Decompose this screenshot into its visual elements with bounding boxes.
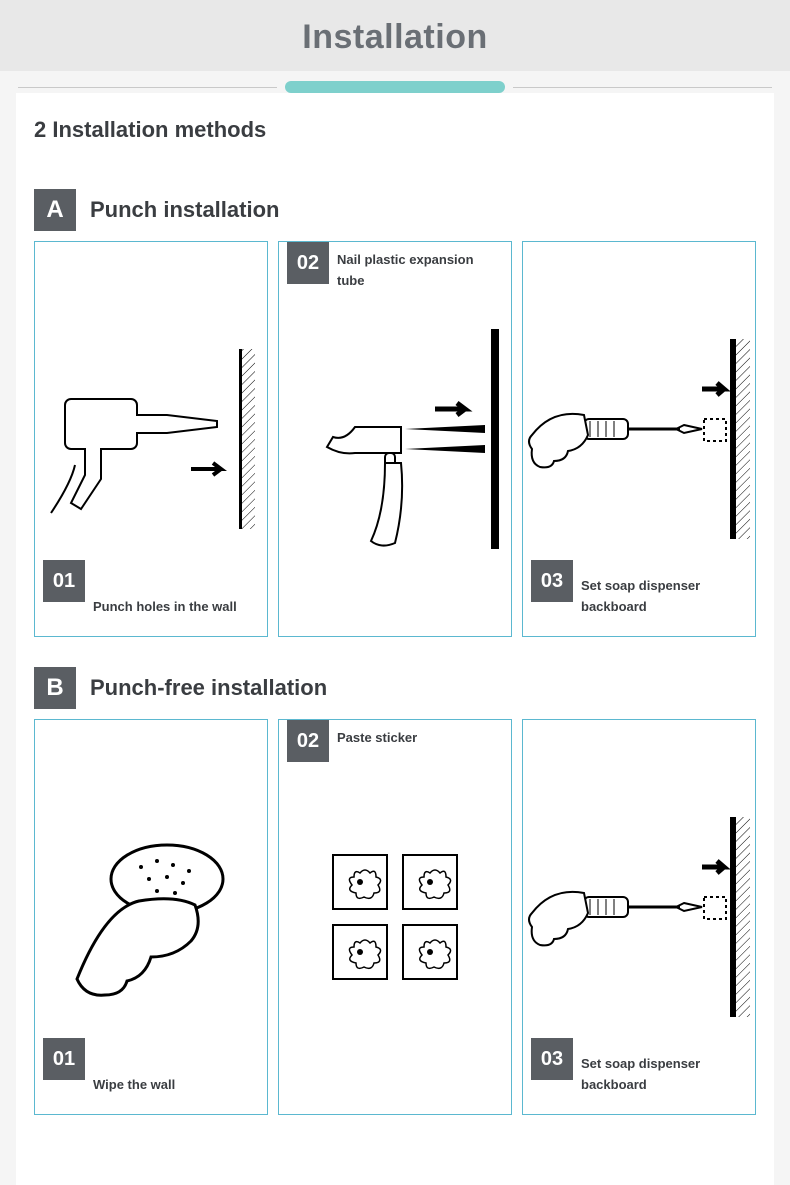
title-underline <box>0 81 790 93</box>
accent-bar <box>285 81 505 93</box>
step-text: Set soap dispenser backboard <box>581 1054 747 1096</box>
section-title: 2 Installation methods <box>34 117 756 143</box>
step-card: 01 Wipe the wall <box>34 719 268 1115</box>
step-number-badge: 01 <box>43 560 85 602</box>
step-number-badge: 03 <box>531 560 573 602</box>
step-text: Punch holes in the wall <box>93 597 259 618</box>
step-text: Wipe the wall <box>93 1075 259 1096</box>
header-band: Installation <box>0 0 790 71</box>
step-text: Set soap dispenser backboard <box>581 576 747 618</box>
method-header-b: B Punch-free installation <box>34 667 756 709</box>
step-card: 02 Nail plastic expansion tube <box>278 241 512 637</box>
method-badge: A <box>34 189 76 231</box>
step-number-badge: 03 <box>531 1038 573 1080</box>
stickers-icon <box>279 720 511 1114</box>
step-card: 01 Punch holes in the wall <box>34 241 268 637</box>
steps-row-b: 01 Wipe the wall 02 Paste sticker <box>34 719 756 1115</box>
step-card: 02 Paste sticker <box>278 719 512 1115</box>
step-text: Paste sticker <box>337 728 503 749</box>
content-area: 2 Installation methods A Punch installat… <box>16 93 774 1185</box>
divider-line <box>513 87 772 88</box>
step-text: Nail plastic expansion tube <box>337 250 503 292</box>
step-number-badge: 02 <box>287 242 329 284</box>
method-badge: B <box>34 667 76 709</box>
step-card: 03 Set soap dispenser backboard <box>522 719 756 1115</box>
step-number-badge: 01 <box>43 1038 85 1080</box>
page-title: Installation <box>0 18 790 57</box>
hammer-icon <box>279 242 511 636</box>
divider-line <box>18 87 277 88</box>
step-number-badge: 02 <box>287 720 329 762</box>
method-header-a: A Punch installation <box>34 189 756 231</box>
step-card: 03 Set soap dispenser backboard <box>522 241 756 637</box>
method-label: Punch installation <box>90 197 279 223</box>
steps-row-a: 01 Punch holes in the wall 02 Nail plast… <box>34 241 756 637</box>
method-label: Punch-free installation <box>90 675 327 701</box>
